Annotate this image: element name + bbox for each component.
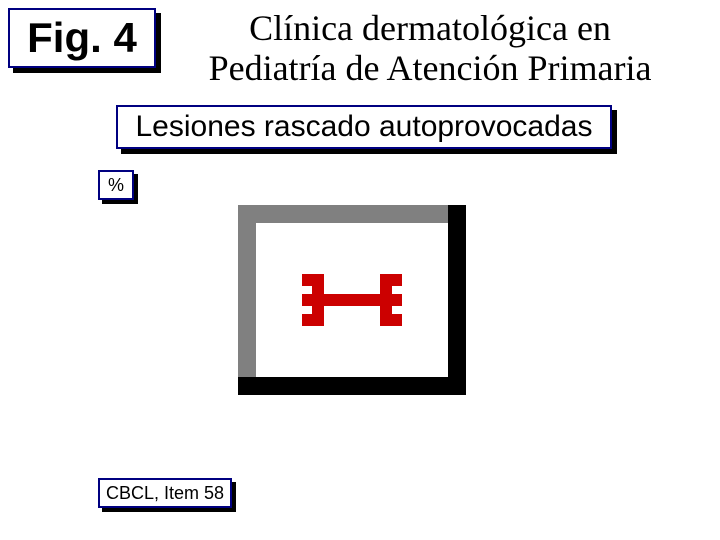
missing-image-placeholder [238, 205, 466, 395]
slide-title-line2: Pediatría de Atención Primaria [160, 48, 700, 88]
percent-box: % [98, 170, 138, 204]
footer-box-face: CBCL, Item 58 [98, 478, 232, 508]
percent-label: % [108, 175, 124, 196]
placeholder-frame-bottom [238, 377, 466, 395]
subtitle-text: Lesiones rascado autoprovocadas [136, 110, 593, 144]
subtitle-box-face: Lesiones rascado autoprovocadas [116, 105, 612, 149]
figure-number-box-face: Fig. 4 [8, 8, 156, 68]
footer-text: CBCL, Item 58 [106, 483, 224, 504]
broken-image-icon [302, 274, 402, 326]
placeholder-inner [262, 229, 442, 371]
subtitle-box: Lesiones rascado autoprovocadas [116, 105, 617, 154]
figure-number-box: Fig. 4 [8, 8, 161, 73]
placeholder-frame-left [238, 205, 256, 395]
footer-box: CBCL, Item 58 [98, 478, 236, 512]
placeholder-frame-right [448, 205, 466, 395]
slide-title-line1: Clínica dermatológica en [160, 8, 700, 48]
figure-number-label: Fig. 4 [27, 17, 137, 59]
percent-box-face: % [98, 170, 134, 200]
placeholder-frame-top [238, 205, 466, 223]
slide-canvas: { "figure_box": { "label": "Fig. 4", "fa… [0, 0, 720, 540]
slide-title: Clínica dermatológica en Pediatría de At… [160, 8, 700, 89]
